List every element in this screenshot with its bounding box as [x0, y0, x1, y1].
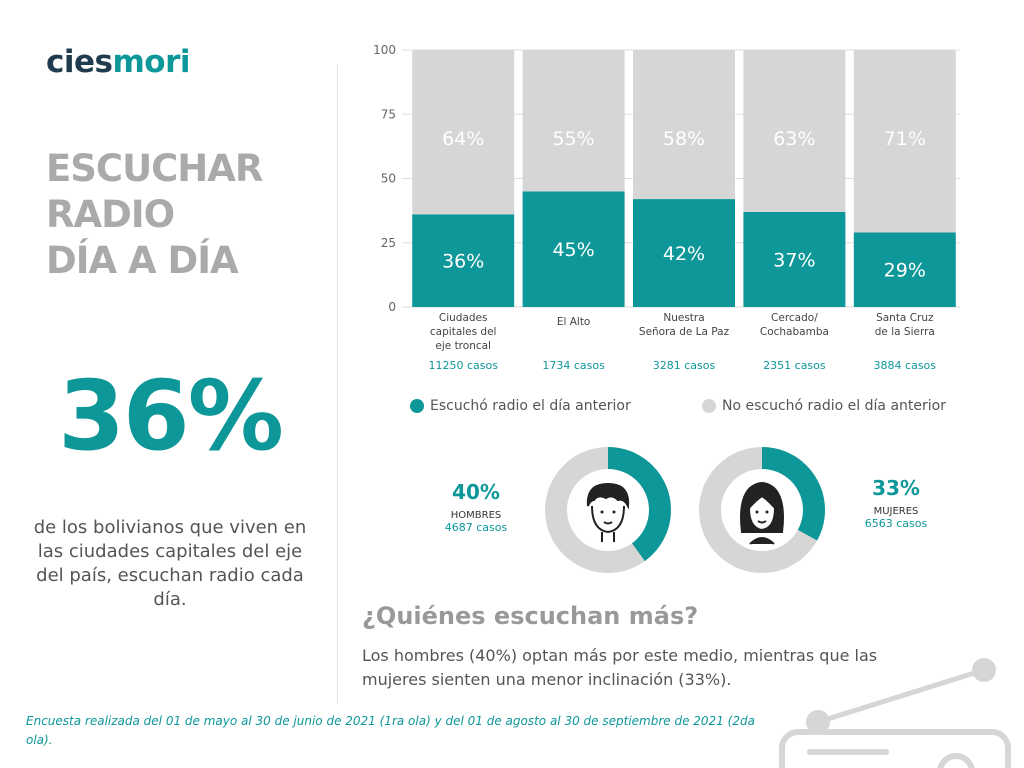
x-tick-label: Cochabamba [760, 326, 829, 338]
bar-not-listened [853, 50, 956, 233]
men-label: HOMBRES [450, 510, 502, 521]
data-label: 42% [663, 243, 705, 265]
section-question: ¿Quiénes escuchan más? [362, 602, 699, 630]
x-tick-label: Nuestra [663, 312, 704, 324]
y-tick-label: 25 [381, 236, 396, 250]
radio-icon [779, 658, 1011, 768]
women-donut [699, 447, 825, 573]
man-icon [586, 482, 630, 542]
data-label: 63% [773, 128, 815, 150]
woman-icon [740, 482, 784, 545]
men-cases: 4687 casos [444, 521, 508, 534]
section-answer: Los hombres (40%) optan más por este med… [362, 646, 878, 689]
x-tick-label: eje troncal [435, 340, 491, 352]
y-tick-label: 75 [381, 107, 396, 121]
bar-listened [853, 232, 956, 307]
bar-not-listened [633, 50, 735, 200]
men-donut-value [545, 447, 671, 573]
brand-logo: ciesmori [46, 44, 190, 80]
case-count-label: 1734 casos [542, 359, 605, 372]
legend-label-not-listened: No escuchó radio el día anterior [722, 398, 946, 414]
data-label: 71% [884, 128, 926, 150]
x-tick-label: El Alto [557, 316, 591, 328]
case-count-label: 3281 casos [653, 359, 716, 372]
page-title: ESCUCHAR RADIO DÍA A DÍA [46, 146, 263, 284]
case-count-label: 3884 casos [874, 359, 937, 372]
women-donut-value [699, 447, 825, 573]
x-tick-label: capitales del [430, 326, 497, 338]
men-stat: 40% HOMBRES 4687 casos [430, 480, 522, 534]
bar-not-listened [743, 50, 846, 212]
legend-swatch-listened [410, 399, 424, 413]
bar-listened [412, 214, 515, 307]
women-cases: 6563 casos [864, 517, 928, 530]
bar-listened [743, 211, 846, 307]
legend-not-listened: No escuchó radio el día anterior [702, 398, 946, 414]
legend-label-listened: Escuchó radio el día anterior [430, 398, 631, 414]
x-tick-label: Cercado/ [771, 312, 818, 324]
bar-listened [633, 199, 735, 307]
bar-listened [522, 191, 625, 307]
data-label: 29% [884, 260, 926, 282]
data-label: 58% [663, 128, 705, 150]
case-count-label: 11250 casos [428, 359, 498, 372]
stacked-bar-chart: 0 25 50 75 100 36% 64% Ciudades capitales del eje… [373, 43, 960, 372]
case-count-label: 2351 casos [763, 359, 826, 372]
title-line-2: RADIO [46, 193, 175, 236]
women-percent: 33% [872, 476, 920, 500]
data-label: 55% [552, 128, 594, 150]
women-label: MUJERES [873, 506, 919, 517]
data-label: 64% [442, 128, 484, 150]
legend-listened: Escuchó radio el día anterior [410, 398, 631, 414]
bar-not-listened [412, 50, 515, 215]
x-tick-label: Señora de La Paz [639, 326, 730, 338]
men-percent: 40% [452, 480, 500, 504]
highlight-percent: 36% [58, 360, 284, 472]
data-label: 45% [552, 239, 594, 261]
legend-swatch-not-listened [702, 399, 716, 413]
highlight-description: de los bolivianos que viven en las ciuda… [33, 517, 307, 610]
title-line-1: ESCUCHAR [46, 147, 263, 190]
divider [337, 64, 338, 704]
data-label: 37% [773, 249, 815, 271]
y-tick-label: 100 [373, 43, 396, 57]
x-tick-label: Ciudades [439, 312, 488, 324]
x-tick-label: Santa Cruz [876, 312, 934, 324]
bar-not-listened [522, 50, 625, 192]
women-stat: 33% MUJERES 6563 casos [850, 476, 942, 530]
y-tick-label: 50 [381, 172, 396, 186]
data-label: 36% [442, 251, 484, 273]
title-line-3: DÍA A DÍA [46, 239, 239, 282]
men-donut [545, 447, 671, 573]
x-tick-label: de la Sierra [875, 326, 935, 338]
footnote: Encuesta realizada del 01 de mayo al 30 … [26, 714, 755, 747]
y-tick-label: 0 [388, 300, 396, 314]
